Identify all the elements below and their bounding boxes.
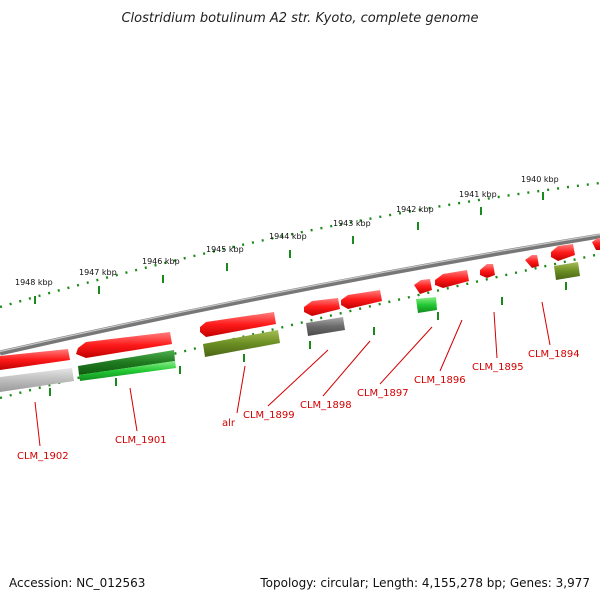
tick-label-1947: 1947 kbp — [79, 268, 117, 277]
cds-feature[interactable] — [435, 270, 469, 288]
gene-track — [0, 262, 580, 392]
cds-feature[interactable] — [304, 298, 340, 316]
gene-label-alr[interactable]: alr — [222, 418, 236, 429]
gene-label-clm-1902[interactable]: CLM_1902 — [17, 451, 69, 462]
genome-summary-text: Topology: circular; Length: 4,155,278 bp… — [259, 576, 590, 590]
cds-track — [0, 238, 600, 370]
gene-label-clm-1897[interactable]: CLM_1897 — [357, 388, 409, 399]
cds-feature[interactable] — [200, 312, 276, 337]
tick-label-1943: 1943 kbp — [333, 219, 371, 228]
genome-backbone-highlight — [0, 233, 600, 353]
accession-text: Accession: NC_012563 — [9, 576, 145, 590]
gene-label-clm-1895[interactable]: CLM_1895 — [472, 362, 524, 373]
gene-feature-lightgray[interactable] — [0, 368, 74, 392]
cds-feature[interactable] — [551, 244, 575, 261]
cds-feature[interactable] — [0, 349, 70, 370]
cds-feature[interactable] — [414, 279, 432, 294]
gene-label-clm-1899[interactable]: CLM_1899 — [243, 410, 295, 421]
gene-feature-gray[interactable] — [306, 317, 345, 336]
genome-backbone — [0, 233, 600, 356]
gene-feature-green[interactable] — [79, 361, 176, 381]
tick-label-1946: 1946 kbp — [142, 257, 180, 266]
tick-label-1942: 1942 kbp — [396, 205, 434, 214]
gene-label-clm-1896[interactable]: CLM_1896 — [414, 375, 466, 386]
cds-feature[interactable] — [341, 290, 382, 309]
gene-feature-olive-small[interactable] — [554, 262, 580, 280]
tick-label-1945: 1945 kbp — [206, 245, 244, 254]
gene-feature-green-small[interactable] — [416, 297, 437, 313]
tick-label-1944: 1944 kbp — [269, 232, 307, 241]
inner-major-ticks — [49, 282, 567, 396]
tick-label-1948: 1948 kbp — [15, 278, 53, 287]
cds-feature[interactable] — [525, 255, 539, 268]
tick-label-1940: 1940 kbp — [521, 175, 559, 184]
gene-callouts — [34, 301, 551, 447]
cds-feature[interactable] — [76, 332, 172, 358]
gene-label-clm-1894[interactable]: CLM_1894 — [528, 349, 580, 360]
map-title: Clostridium botulinum A2 str. Kyoto, com… — [121, 11, 478, 26]
cds-feature[interactable] — [592, 238, 600, 250]
gene-label-clm-1901[interactable]: CLM_1901 — [115, 435, 167, 446]
gene-label-clm-1898[interactable]: CLM_1898 — [300, 400, 352, 411]
gene-feature-olive[interactable] — [203, 330, 280, 357]
gene-labels: CLM_1902 CLM_1901 alr CLM_1899 CLM_1898 … — [17, 349, 580, 462]
scale-tick-labels: 1948 kbp 1947 kbp 1946 kbp 1945 kbp 1944… — [15, 175, 559, 287]
tick-label-1941: 1941 kbp — [459, 190, 497, 199]
gene-feature-darkgreen[interactable] — [78, 350, 175, 375]
cds-feature[interactable] — [480, 264, 495, 278]
scale-ruler-inner — [0, 252, 600, 400]
outer-major-ticks — [34, 192, 544, 304]
